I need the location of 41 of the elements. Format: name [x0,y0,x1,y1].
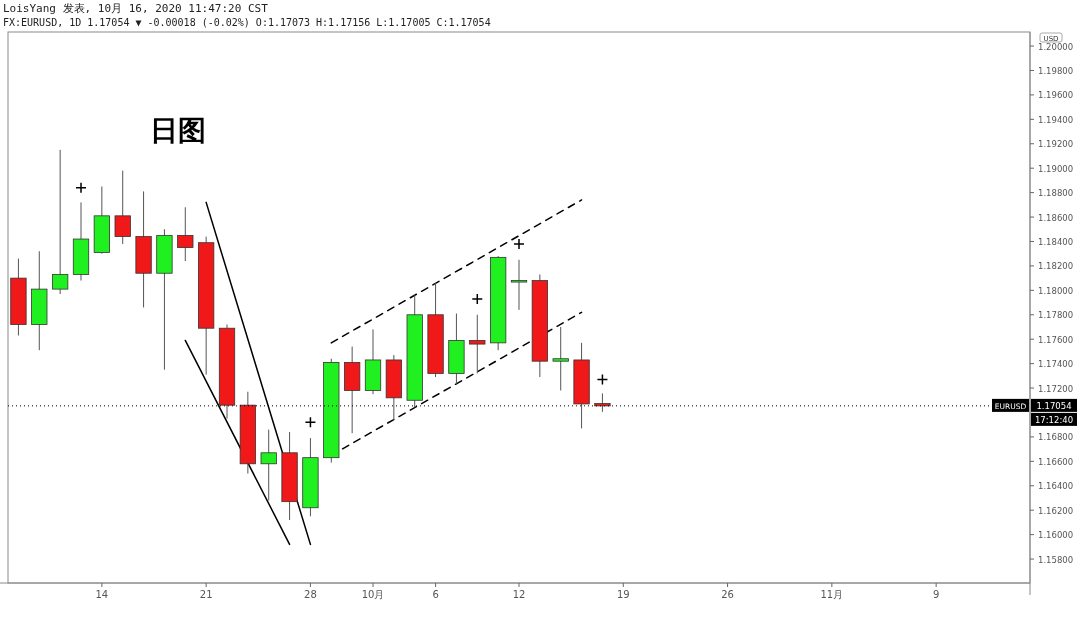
x-tick-label: 10月 [361,589,385,600]
y-tick-label: 1.18800 [1038,188,1074,199]
x-tick-label: 19 [616,589,630,600]
y-tick-label: 1.17200 [1038,383,1074,394]
point [304,416,317,429]
x-tick-label: 12 [512,589,526,600]
x-tick-label: 14 [95,589,109,600]
point [596,373,609,386]
y-tick-label: 1.18400 [1038,236,1074,247]
y-tick-label: 1.18000 [1038,285,1074,296]
chart-title: LoisYang 发表, 10月 16, 2020 11:47:20 CST [3,2,269,15]
y-tick-label: 1.16800 [1038,432,1074,443]
y-tick-label: 1.19000 [1038,163,1074,174]
y-tick-label: 1.19600 [1038,90,1074,101]
y-tick-label: 1.16600 [1038,456,1074,467]
y-tick-label: 1.16400 [1038,481,1074,492]
y-tick-label: 1.15800 [1038,554,1074,565]
y-tick-label: 1.17600 [1038,334,1074,345]
point [471,293,484,305]
y-tick-label: 1.16200 [1038,505,1074,516]
y-tick-label: 1.19200 [1038,139,1074,150]
x-tick-label: 6 [432,589,439,600]
point [75,181,87,194]
y-tick-label: 1.17800 [1038,310,1074,321]
y-tick-label: 1.20000 [1038,41,1074,52]
x-tick-label: 21 [199,589,213,600]
chart-subtitle: FX:EURUSD, 1D 1.17054 ▼ -0.00018 (-0.02%) O:1.17073 H:1.17156 L:1.17005 C:1.17054 [3,17,491,28]
y-tick-label: 1.16000 [1038,530,1074,541]
x-tick-label: 11月 [820,589,844,600]
x-tick-label: 26 [721,589,734,600]
y-tick-label: 1.19400 [1038,114,1074,125]
annotation: 日图 [150,114,206,147]
text: 17:12:40 [1034,414,1074,425]
text: 1.17054 [1036,400,1072,411]
y-tick-label: 1.18600 [1038,212,1074,223]
y-tick-label: 1.17400 [1038,359,1074,370]
x-tick-label: 9 [932,589,940,600]
y-tick-label: 1.18200 [1038,261,1074,272]
x-tick-label: 28 [304,589,317,600]
point [513,238,525,250]
y-tick-label: 1.19800 [1038,65,1074,76]
